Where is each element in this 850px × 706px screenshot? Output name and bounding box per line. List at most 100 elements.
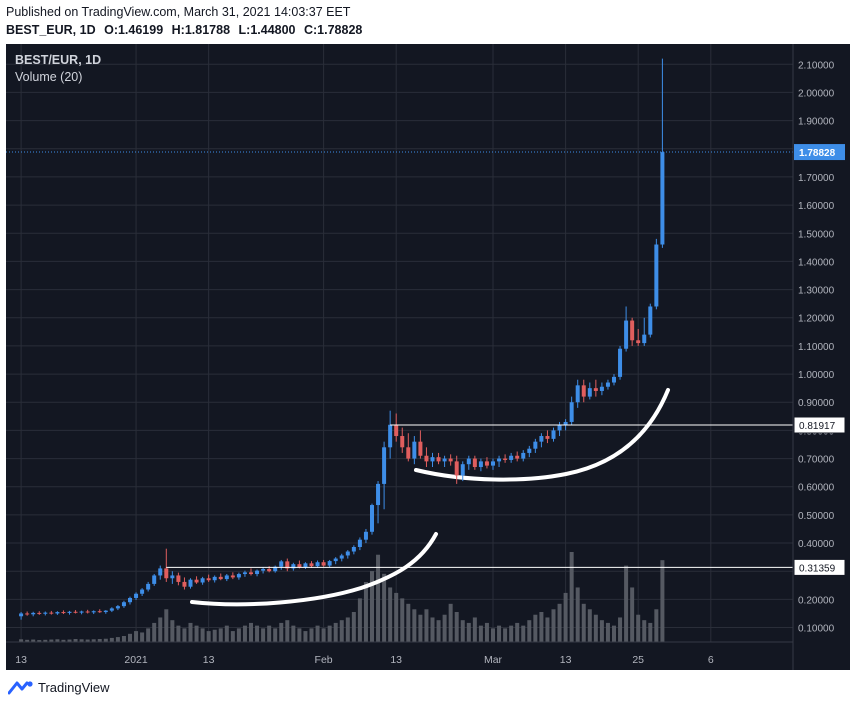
volume-bar [648, 622, 653, 642]
symbol-label: BEST_EUR, 1D [6, 23, 96, 37]
candle-up [497, 458, 502, 462]
candle-down [97, 611, 102, 613]
volume-bar [309, 628, 314, 642]
volume-bar [79, 639, 84, 642]
volume-bar [19, 639, 24, 642]
volume-bars [19, 552, 665, 642]
volume-bar [515, 622, 520, 642]
candle-down [218, 576, 223, 580]
x-tick-label: 13 [203, 654, 215, 666]
level-tag [793, 416, 846, 434]
volume-bar [363, 582, 368, 642]
volume-bar [140, 632, 145, 642]
candle-up [491, 461, 495, 466]
volume-bar [146, 628, 151, 642]
price-chart[interactable]: 0.100000.200000.300000.400000.500000.600… [6, 44, 850, 670]
candle-up [315, 562, 320, 567]
volume-bar [91, 639, 96, 642]
y-tick-label: 0.50000 [798, 511, 835, 522]
volume-bar [339, 620, 344, 642]
volume-bar [376, 554, 381, 642]
volume-bar [170, 620, 175, 642]
candle-up [140, 589, 145, 594]
volume-bar [85, 639, 90, 642]
volume-bar [212, 629, 217, 642]
tradingview-logo-icon[interactable] [8, 679, 34, 695]
volume-bar [575, 587, 580, 642]
volume-bar [115, 637, 120, 642]
candle-down [636, 340, 641, 344]
volume-bar [303, 631, 308, 642]
volume-bar [43, 639, 48, 642]
volume-bar [345, 617, 350, 642]
volume-bar [503, 628, 508, 642]
volume-bar [660, 560, 665, 642]
volume-bar [484, 622, 489, 642]
volume-bar [37, 640, 42, 642]
volume-bar [593, 614, 598, 642]
volume-bar [188, 622, 193, 642]
candle-down [448, 458, 453, 462]
candle-up [642, 334, 647, 344]
candle-up [19, 613, 24, 617]
volume-bar [297, 628, 302, 642]
volume-bar [563, 592, 568, 642]
volume-bar [630, 587, 635, 642]
x-tick-label: 6 [708, 654, 714, 666]
volume-bar [321, 628, 326, 642]
tradingview-brand[interactable]: TradingView [38, 679, 110, 695]
volume-bar [406, 603, 411, 642]
candle-up [599, 386, 604, 391]
volume-bar [224, 625, 229, 642]
candle-up [624, 320, 629, 349]
y-tick-label: 1.90000 [798, 117, 835, 128]
level-label: 0.31359 [799, 563, 836, 574]
volume-bar [273, 628, 278, 642]
candle-up [376, 483, 381, 506]
candle-up [612, 376, 616, 383]
candle-down [472, 458, 477, 468]
open-value: O:1.46199 [104, 23, 164, 37]
volume-bar [194, 625, 199, 642]
volume-bar [497, 625, 502, 642]
y-tick-label: 1.50000 [798, 229, 835, 240]
annotation-curve [190, 532, 438, 607]
candle-up [200, 578, 205, 583]
volume-bar [587, 609, 592, 642]
volume-bar [285, 620, 290, 642]
candle-up [212, 576, 217, 581]
volume-bar [521, 625, 526, 642]
candle-down [593, 388, 598, 391]
candle-up [188, 579, 193, 587]
candle-up [363, 531, 368, 540]
volume-bar [424, 609, 429, 642]
candle-up [551, 430, 556, 439]
candle-up [103, 610, 108, 613]
candle-up [509, 455, 514, 460]
time-axis[interactable]: 13 2021 13 Feb 13 Mar 13 25 6 [6, 641, 793, 666]
volume-bar [61, 639, 66, 642]
volume-bar [454, 612, 459, 642]
candle-down [49, 612, 54, 614]
volume-bar [460, 620, 465, 642]
candle-up [539, 436, 544, 442]
candle-down [394, 424, 399, 437]
candle-up [242, 572, 247, 575]
candle-up [370, 505, 374, 532]
y-tick-label: 1.70000 [798, 173, 835, 184]
price-axis[interactable]: 0.100000.200000.300000.400000.500000.600… [792, 44, 846, 670]
volume-bar [442, 614, 447, 642]
candle-up [388, 424, 393, 448]
volume-bar [31, 639, 36, 642]
candle-down [321, 562, 326, 566]
candle-down [25, 613, 30, 615]
volume-bar [527, 620, 532, 642]
volume-bar [478, 625, 483, 642]
volume-bar [255, 625, 260, 642]
volume-bar [176, 625, 181, 642]
volume-bar [236, 628, 241, 642]
candle-up [618, 348, 623, 377]
candle-down [309, 563, 314, 567]
published-info: Published on TradingView.com, March 31, … [6, 5, 351, 19]
high-value: H:1.81788 [171, 23, 231, 37]
